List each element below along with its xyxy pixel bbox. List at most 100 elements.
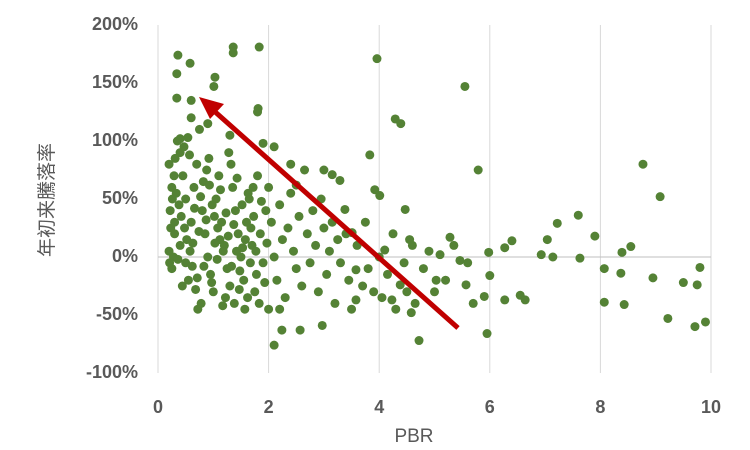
point	[199, 261, 209, 271]
point	[382, 269, 392, 279]
y-tick-label: -100%	[86, 362, 138, 382]
point	[430, 287, 439, 297]
point	[690, 322, 700, 332]
point	[253, 107, 263, 117]
point	[188, 238, 198, 248]
point	[617, 247, 627, 257]
point	[573, 210, 583, 220]
point	[500, 295, 510, 305]
y-tick-label: 50%	[102, 188, 138, 208]
point	[262, 238, 272, 248]
point	[175, 240, 185, 250]
arrow-shaft	[211, 108, 460, 330]
point	[234, 284, 244, 294]
point	[340, 204, 350, 214]
point	[250, 287, 260, 297]
x-tick-label: 8	[595, 397, 605, 417]
point	[260, 278, 270, 288]
point	[319, 223, 329, 233]
point	[473, 165, 483, 175]
point	[254, 298, 264, 308]
point	[295, 325, 305, 335]
point	[441, 275, 451, 285]
point	[218, 301, 228, 311]
point	[344, 275, 354, 285]
point	[246, 223, 256, 233]
point	[170, 153, 180, 163]
point	[286, 188, 296, 198]
point	[178, 171, 188, 181]
point	[186, 217, 196, 227]
point	[302, 229, 312, 239]
point	[351, 295, 361, 305]
point	[396, 119, 406, 129]
point	[179, 142, 189, 152]
point	[272, 275, 282, 285]
point	[449, 240, 459, 250]
point	[402, 287, 412, 297]
point	[203, 252, 213, 262]
point	[225, 130, 235, 140]
point	[165, 258, 175, 268]
point	[663, 313, 673, 323]
point	[335, 175, 345, 185]
point	[225, 281, 235, 291]
point	[700, 317, 710, 327]
point	[206, 269, 216, 279]
point	[277, 325, 287, 335]
point	[380, 245, 390, 255]
point	[313, 287, 323, 297]
point	[175, 134, 185, 144]
point	[327, 170, 337, 180]
point	[347, 304, 357, 314]
point	[330, 298, 340, 308]
point	[189, 182, 199, 192]
point	[266, 217, 276, 227]
point	[463, 258, 473, 268]
point	[308, 206, 318, 216]
point	[311, 240, 321, 250]
point	[165, 206, 175, 216]
point	[261, 206, 271, 216]
point	[177, 281, 187, 291]
point	[228, 182, 238, 192]
point	[616, 268, 626, 278]
point	[358, 281, 368, 291]
point	[240, 235, 250, 245]
point	[286, 159, 296, 169]
point	[208, 287, 218, 297]
point	[223, 231, 233, 241]
point	[365, 150, 375, 160]
point	[164, 246, 174, 256]
point	[249, 211, 259, 221]
point	[209, 81, 219, 91]
point	[431, 275, 441, 285]
point	[461, 280, 471, 290]
point	[335, 258, 345, 268]
point	[226, 159, 236, 169]
point	[363, 264, 373, 274]
point	[479, 291, 489, 301]
point	[245, 258, 255, 268]
point	[542, 235, 552, 245]
x-axis-title: PBR	[394, 426, 433, 447]
point	[400, 204, 410, 214]
point	[186, 113, 196, 123]
point	[619, 300, 629, 310]
point	[552, 218, 562, 228]
point	[232, 173, 242, 183]
point	[229, 298, 239, 308]
point	[214, 171, 224, 181]
point	[372, 54, 382, 64]
x-tick-label: 6	[485, 397, 495, 417]
point	[194, 124, 204, 134]
point	[180, 223, 190, 233]
point	[164, 159, 174, 169]
point	[172, 69, 182, 79]
point	[333, 235, 343, 245]
x-tick-label: 0	[153, 397, 163, 417]
point	[227, 261, 237, 271]
point	[269, 340, 279, 350]
point	[638, 159, 648, 169]
y-tick-label: 150%	[92, 72, 138, 92]
